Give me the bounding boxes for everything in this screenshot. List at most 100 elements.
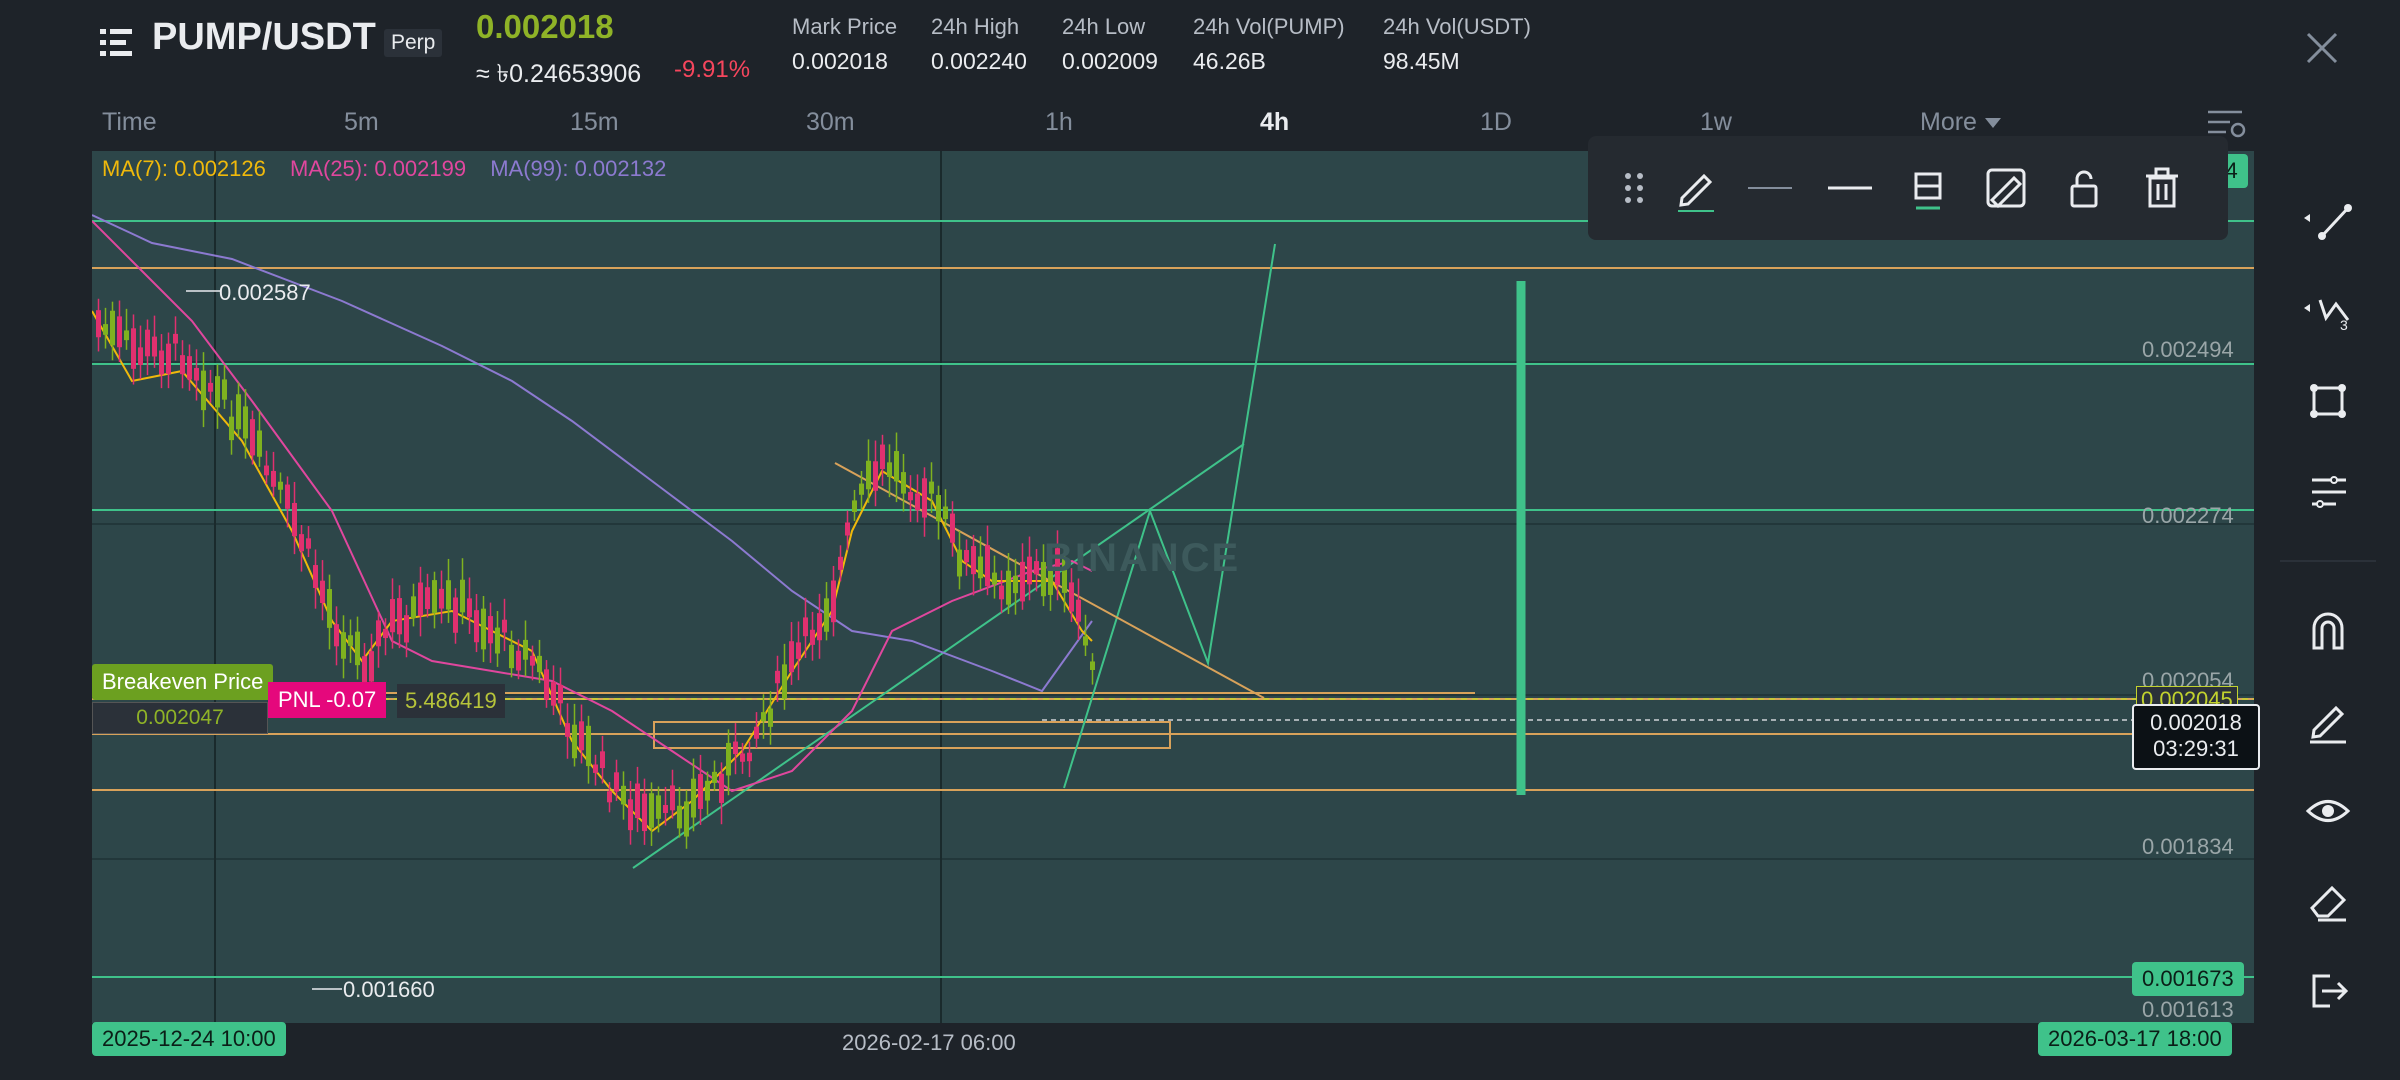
stat-label-24h-vol-base: 24h Vol(PUMP) — [1193, 14, 1345, 39]
fibonacci-icon[interactable]: 3 — [2300, 286, 2356, 336]
candle-body — [96, 310, 101, 338]
watermark: BINANCE — [1044, 536, 1241, 580]
candle-body — [845, 522, 850, 536]
tab-1w[interactable]: 1w — [1700, 108, 1732, 136]
tab-1h[interactable]: 1h — [1045, 108, 1073, 136]
candle-body — [411, 596, 416, 619]
candle-body — [460, 579, 465, 613]
candle-body — [180, 355, 185, 375]
candle-body — [824, 598, 829, 632]
ma25-label: MA(25): 0.002199 — [290, 156, 467, 181]
candle-body — [810, 629, 815, 645]
stat-value-24h-high: 0.002240 — [931, 48, 1027, 74]
candle-body — [278, 481, 283, 490]
candle-body — [236, 394, 241, 430]
candle-body — [229, 416, 234, 441]
breakeven-price-label[interactable]: Breakeven Price — [92, 664, 274, 700]
chart-settings-icon[interactable] — [2204, 106, 2248, 142]
trend-line-icon[interactable] — [2300, 196, 2356, 246]
tab-4h[interactable]: 4h — [1260, 108, 1290, 136]
drawing-toolbar — [1588, 136, 2228, 240]
candle-body — [670, 785, 675, 811]
tab-30m[interactable]: 30m — [806, 108, 855, 136]
tab-time[interactable]: Time — [102, 108, 157, 136]
candle-body — [649, 793, 654, 828]
tab-1d[interactable]: 1D — [1480, 108, 1512, 136]
tab-15m[interactable]: 15m — [570, 108, 619, 136]
candle-body — [684, 801, 689, 837]
pair-title[interactable]: PUMP/USDT — [152, 16, 376, 58]
candle-body — [586, 725, 591, 767]
candle-body — [222, 379, 227, 400]
candle-body — [285, 484, 290, 509]
candle-body — [159, 350, 164, 375]
candle-body — [950, 513, 955, 543]
pencil-icon[interactable] — [1672, 164, 1720, 212]
draw-icon[interactable] — [2300, 696, 2356, 746]
candle-body — [761, 712, 766, 722]
stat-label-24h-high: 24h High — [931, 14, 1020, 39]
settings-sliders-icon[interactable] — [2300, 466, 2356, 516]
close-icon[interactable] — [2300, 26, 2344, 70]
candle-body — [565, 723, 570, 737]
tab-more[interactable]: More — [1920, 108, 2001, 137]
candle-body — [656, 795, 661, 819]
candle-body — [341, 632, 346, 659]
candle-body — [425, 587, 430, 610]
breakeven-price-value: 0.002047 — [92, 702, 268, 734]
line-width-icon[interactable] — [1826, 164, 1874, 212]
candle-body — [355, 631, 360, 666]
candle-body — [264, 465, 269, 476]
candle-countdown: 03:29:31 — [2153, 736, 2239, 761]
candle-body — [894, 451, 899, 482]
line-color-icon[interactable] — [1746, 164, 1794, 212]
ma25-line — [92, 220, 1093, 793]
candle-body — [334, 624, 339, 647]
candle-body — [1055, 548, 1060, 585]
drag-handle-icon[interactable] — [1610, 164, 1658, 212]
candle-body — [796, 642, 801, 659]
candle-body — [754, 726, 759, 739]
magnet-icon[interactable] — [2300, 606, 2356, 656]
candle-body — [1083, 636, 1088, 646]
tab-5m[interactable]: 5m — [344, 108, 379, 136]
candle-body — [999, 585, 1004, 600]
pnl-badge[interactable]: PNL -0.07 — [268, 682, 387, 718]
candle-body — [432, 580, 437, 613]
candle-body — [145, 329, 150, 357]
candle-body — [719, 773, 724, 803]
candle-body — [537, 655, 542, 673]
candle-body — [852, 500, 857, 512]
eye-icon[interactable] — [2300, 786, 2356, 836]
candle-body — [383, 628, 388, 639]
candle-body — [320, 580, 325, 604]
candle-body — [474, 610, 479, 643]
shape-icon[interactable] — [2300, 376, 2356, 426]
price-label: 0.002274 — [2142, 503, 2234, 528]
exit-icon[interactable] — [2300, 966, 2356, 1016]
candle-body — [992, 572, 997, 585]
candlesticks — [96, 298, 1095, 849]
trash-icon[interactable] — [2138, 164, 2186, 212]
chart-canvas[interactable] — [92, 151, 2254, 1023]
candle-body — [1006, 570, 1011, 605]
tab-more-label: More — [1920, 108, 1977, 136]
candle-body — [1041, 561, 1046, 597]
candle-body — [691, 778, 696, 818]
candle-body — [404, 615, 409, 643]
hide-drawing-icon[interactable] — [1982, 164, 2030, 212]
candle-body — [453, 597, 458, 633]
candle-body — [607, 791, 612, 803]
candle-body — [747, 752, 752, 762]
price-label-green: 0.001673 — [2132, 962, 2244, 996]
ma-legend[interactable]: MA(7): 0.002126 MA(25): 0.002199 MA(99):… — [102, 156, 684, 182]
eraser-icon[interactable] — [2300, 876, 2356, 926]
candle-body — [397, 598, 402, 635]
candle-body — [481, 608, 486, 650]
lock-icon[interactable] — [2060, 164, 2108, 212]
candle-body — [971, 546, 976, 575]
candle-body — [698, 774, 703, 809]
candle-body — [579, 721, 584, 751]
fill-icon[interactable] — [1904, 164, 1952, 212]
menu-icon[interactable] — [98, 24, 134, 60]
